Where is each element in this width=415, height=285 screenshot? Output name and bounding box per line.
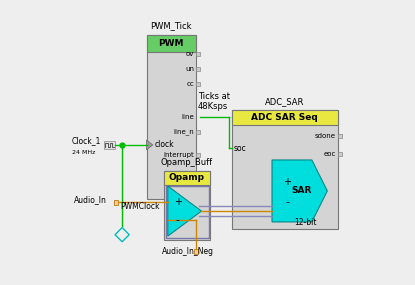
Text: +: + — [174, 197, 182, 207]
Text: line: line — [181, 114, 194, 120]
Text: PWM_Tick: PWM_Tick — [151, 21, 192, 30]
Text: cc: cc — [186, 81, 194, 87]
Bar — [114, 200, 118, 205]
Text: Audio_In: Audio_In — [74, 195, 107, 204]
Text: PWMClock: PWMClock — [121, 202, 160, 211]
Text: clock: clock — [154, 141, 174, 149]
Text: sdone: sdone — [315, 133, 336, 139]
Text: PWM: PWM — [159, 39, 184, 48]
Text: 24 MHz: 24 MHz — [73, 150, 96, 154]
Text: +: + — [283, 177, 291, 187]
Bar — [164, 171, 210, 185]
Bar — [146, 35, 196, 199]
Bar — [166, 186, 209, 237]
Text: eoc: eoc — [323, 151, 336, 157]
Text: interrupt: interrupt — [163, 152, 194, 158]
Text: un: un — [185, 66, 194, 72]
Bar — [104, 141, 115, 149]
Text: -: - — [176, 215, 180, 225]
Text: ADC SAR Seq: ADC SAR Seq — [251, 113, 318, 122]
Bar — [232, 110, 338, 229]
Bar — [196, 67, 200, 71]
Text: -: - — [286, 197, 290, 207]
Polygon shape — [272, 160, 327, 222]
Bar — [146, 35, 196, 52]
Text: Opamp: Opamp — [169, 174, 205, 182]
Text: soc: soc — [234, 144, 247, 152]
Text: Opamp_Buff: Opamp_Buff — [161, 158, 213, 167]
Bar — [196, 82, 200, 86]
Bar — [196, 153, 200, 157]
Text: ov: ov — [186, 52, 194, 58]
Bar — [194, 249, 198, 254]
Text: SAR: SAR — [292, 186, 312, 196]
Text: line_n: line_n — [173, 129, 194, 135]
Bar — [196, 52, 200, 56]
Polygon shape — [146, 140, 153, 150]
Bar — [338, 134, 342, 138]
Bar — [232, 110, 338, 125]
Text: 12-bit: 12-bit — [294, 218, 316, 227]
Polygon shape — [168, 186, 202, 236]
Text: Audio_In_Neg: Audio_In_Neg — [162, 247, 214, 256]
Text: Ticks at
48Ksps: Ticks at 48Ksps — [198, 92, 229, 111]
Text: Clock_1: Clock_1 — [71, 136, 101, 145]
Bar — [196, 130, 200, 134]
Bar — [164, 171, 210, 240]
Bar — [338, 152, 342, 156]
Text: ADC_SAR: ADC_SAR — [265, 97, 305, 106]
